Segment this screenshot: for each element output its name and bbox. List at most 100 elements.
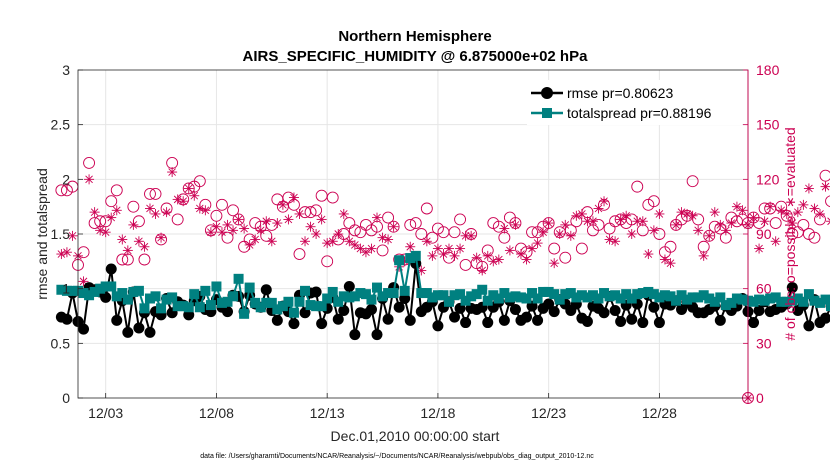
totalspread-point: [482, 295, 493, 306]
totalspread-point: [95, 283, 106, 294]
totalspread-point: [488, 290, 499, 301]
obs-evaluated-point: [770, 236, 781, 247]
totalspread-point: [676, 290, 687, 301]
totalspread-point: [659, 290, 670, 301]
totalspread-point: [532, 293, 543, 304]
obs-possible-point: [681, 209, 694, 222]
rmse-point: [371, 329, 383, 341]
obs-possible-point: [647, 195, 660, 208]
totalspread-point: [277, 301, 288, 312]
rmse-point: [222, 306, 234, 318]
totalspread-point: [111, 291, 122, 302]
obs-evaluated-point: [150, 208, 161, 219]
totalspread-point: [576, 290, 587, 301]
totalspread-point: [781, 296, 792, 307]
rmse-point: [404, 314, 416, 326]
totalspread-point: [643, 286, 654, 297]
totalspread-point: [84, 290, 95, 301]
obs-evaluated-point: [554, 229, 565, 239]
obs-possible-point: [155, 233, 168, 246]
totalspread-point: [527, 288, 538, 299]
obs-evaluated-point: [599, 196, 610, 207]
totalspread-point: [239, 308, 250, 319]
rmse-point: [626, 313, 638, 325]
totalspread-point: [327, 286, 338, 297]
obs-possible-point: [132, 215, 145, 228]
totalspread-point: [776, 296, 787, 307]
obs-possible-point: [105, 195, 118, 208]
obs-evaluated-point: [798, 199, 809, 210]
obs-possible-point: [786, 228, 799, 240]
totalspread-point: [466, 291, 477, 302]
totalspread-point: [377, 291, 388, 302]
obs-possible-point: [598, 198, 610, 211]
totalspread-point: [826, 301, 830, 312]
totalspread-point: [449, 290, 460, 301]
rmse-point: [78, 323, 90, 335]
obs-possible-point: [808, 231, 821, 244]
legend-totalspread-marker: [542, 108, 552, 118]
totalspread-point: [671, 295, 682, 306]
y-left-tick-label: 0: [62, 390, 70, 406]
totalspread-point: [222, 296, 233, 307]
obs-possible-point: [55, 184, 68, 197]
rmse-point: [100, 291, 112, 303]
rmse-point: [748, 317, 760, 329]
totalspread-point: [305, 300, 316, 311]
rmse-point: [548, 306, 560, 318]
totalspread-point: [803, 289, 814, 300]
totalspread-point: [294, 296, 305, 307]
rmse-point: [382, 313, 394, 325]
obs-evaluated-point: [731, 201, 742, 212]
rmse-point: [786, 282, 798, 294]
totalspread-point: [410, 250, 421, 261]
totalspread-point: [300, 285, 311, 296]
obs-possible-point: [293, 248, 306, 260]
obs-possible-point: [592, 218, 605, 231]
obs-possible-point: [825, 195, 830, 208]
obs-possible-point: [415, 228, 428, 240]
totalspread-point: [560, 289, 571, 300]
obs-possible-point: [94, 215, 107, 228]
rmse-point: [61, 313, 73, 325]
rmse-point: [509, 303, 521, 315]
obs-possible-point: [814, 213, 826, 226]
totalspread-point: [89, 286, 100, 297]
rmse-point: [803, 320, 815, 332]
obs-possible-point: [570, 215, 583, 228]
obs-possible-point: [199, 198, 212, 211]
totalspread-point: [233, 273, 244, 284]
totalspread-point: [704, 293, 715, 304]
data-file-footnote: data file: /Users/gharamti/Documents/NCA…: [200, 453, 594, 460]
totalspread-point: [200, 285, 211, 296]
totalspread-point: [682, 294, 693, 305]
obs-evaluated-point: [383, 234, 394, 245]
obs-possible-point: [492, 220, 505, 233]
obs-possible-point: [99, 215, 112, 228]
obs-evaluated-point: [161, 207, 172, 218]
totalspread-point: [798, 296, 809, 307]
obs-possible-point: [404, 218, 417, 231]
totalspread-point: [416, 288, 427, 299]
obs-evaluated-point: [84, 174, 95, 185]
rmse-point: [338, 305, 350, 317]
obs-evaluated-point: [504, 245, 515, 256]
totalspread-point: [388, 288, 399, 299]
obs-possible-point: [182, 182, 195, 195]
obs-possible-point: [719, 231, 732, 244]
legend-rmse-marker: [541, 87, 553, 99]
obs-possible-point: [121, 253, 134, 266]
y-left-tick-label: 2.5: [51, 117, 71, 133]
chart-title-line-1: Northern Hemisphere: [338, 28, 491, 45]
y-left-tick-label: 3: [62, 62, 70, 78]
obs-possible-point: [559, 251, 572, 264]
y-left-tick-label: 2: [62, 171, 70, 187]
totalspread-point: [144, 293, 155, 304]
obs-evaluated-point: [228, 225, 239, 236]
obs-evaluated-point: [283, 214, 294, 225]
totalspread-point: [432, 290, 443, 301]
obs-evaluated-point: [78, 276, 89, 287]
obs-possible-point: [797, 218, 810, 231]
totalspread-point: [255, 302, 266, 313]
totalspread-point: [543, 286, 554, 297]
